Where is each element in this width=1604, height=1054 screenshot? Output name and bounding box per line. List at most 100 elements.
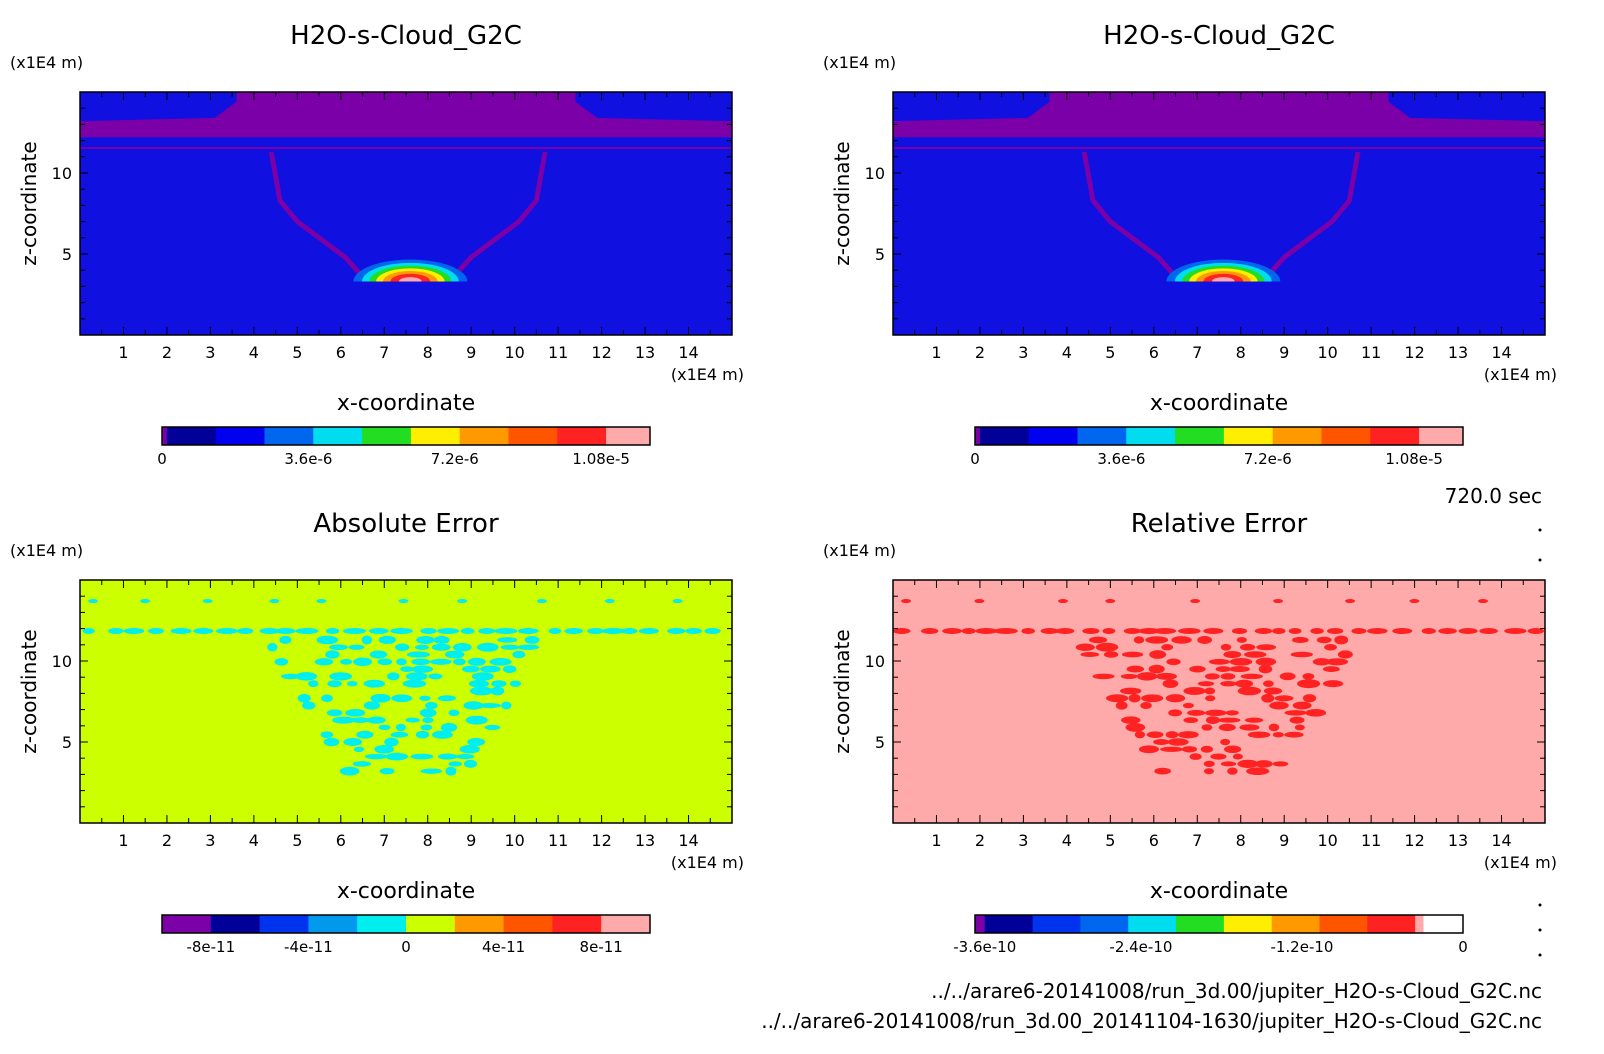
error-speckle [1162, 679, 1179, 689]
error-speckle [345, 709, 366, 717]
colorbar-segment [984, 915, 1034, 933]
x-tick-label: 12 [591, 831, 611, 850]
error-speckle [433, 635, 450, 644]
y-axis-label: z-coordinate [17, 629, 41, 753]
colorbar-segment [606, 427, 651, 445]
error-speckle [437, 753, 458, 760]
error-speckle [1409, 599, 1420, 604]
error-speckle [1294, 724, 1305, 731]
error-speckle [448, 709, 460, 717]
time-label: 720.0 sec [1445, 484, 1542, 508]
error-speckle [1263, 687, 1283, 695]
x-tick-label: 7 [379, 343, 389, 362]
error-speckle [467, 737, 486, 747]
error-speckle [1215, 666, 1231, 673]
error-speckle [1201, 724, 1213, 731]
field-layer [82, 599, 721, 776]
error-speckle [1258, 664, 1273, 674]
error-speckle [1302, 673, 1315, 680]
colorbar-segment [503, 915, 553, 933]
error-speckle [384, 737, 399, 747]
error-speckle [509, 680, 522, 687]
error-speckle [316, 635, 339, 645]
x-tick-label: 2 [162, 343, 172, 362]
colorbar-segment [979, 427, 1030, 445]
colorbar-segment [406, 915, 456, 933]
error-speckle [1392, 628, 1413, 635]
error-speckle [536, 599, 547, 604]
cloud-core-contour [398, 277, 422, 282]
x-tick-label: 11 [548, 831, 568, 850]
error-speckle [1324, 644, 1337, 651]
error-speckle [491, 680, 507, 688]
error-speckle [1254, 760, 1273, 768]
error-speckle [1146, 731, 1164, 738]
error-speckle [1103, 651, 1119, 658]
colorbar-segment [313, 427, 363, 445]
colorbar-segment [357, 915, 407, 933]
x-tick-label: 3 [205, 343, 215, 362]
error-speckle [1148, 664, 1165, 674]
y-tick-label: 5 [875, 245, 885, 264]
x-tick-label: 13 [635, 343, 655, 362]
error-speckle [512, 650, 526, 659]
error-speckle [343, 738, 363, 746]
error-speckle [329, 644, 348, 651]
error-speckle [308, 680, 319, 688]
error-speckle [1351, 628, 1367, 635]
x-tick-label: 14 [678, 343, 698, 362]
error-speckle [1120, 687, 1142, 695]
colorbar-tick-label: -8e-11 [186, 938, 235, 956]
colorbar-segment [1077, 427, 1127, 445]
error-speckle [1102, 628, 1116, 635]
colorbar-tick-label: 8e-11 [580, 938, 623, 956]
error-speckle [353, 746, 365, 753]
x-tick-label: 3 [1018, 831, 1028, 850]
error-speckle [1421, 628, 1436, 635]
error-speckle [385, 752, 409, 761]
error-speckle [411, 665, 434, 673]
margin-dot [1538, 528, 1542, 532]
x-tick-label: 4 [1062, 831, 1072, 850]
error-speckle [1208, 658, 1230, 665]
error-speckle [1121, 651, 1144, 658]
x-axis-label: x-coordinate [337, 391, 475, 416]
y-tick-label: 5 [875, 733, 885, 752]
error-speckle [1217, 717, 1241, 723]
error-speckle [366, 716, 386, 724]
colorbar-segment [1321, 427, 1371, 445]
colorbar-tick-label: 1.08e-5 [1385, 450, 1443, 468]
error-speckle [295, 628, 319, 635]
error-speckle [1229, 666, 1250, 673]
colorbar-segment [362, 427, 412, 445]
error-speckle [1153, 738, 1170, 746]
error-speckle [320, 731, 334, 739]
error-speckle [123, 628, 145, 635]
error-speckle [348, 644, 365, 650]
error-speckle [476, 642, 499, 652]
colorbar-segment [557, 427, 607, 445]
error-speckle [374, 745, 394, 754]
colorbar-segment [162, 915, 212, 933]
y-axis-label: z-coordinate [17, 141, 41, 265]
error-speckle [1290, 651, 1313, 658]
file-path-2: ../../arare6-20141008/run_3d.00_20141104… [761, 1009, 1542, 1033]
colorbar-segment [975, 427, 981, 445]
error-speckle [501, 701, 512, 710]
error-speckle [1154, 767, 1172, 775]
error-speckle [901, 599, 912, 604]
x-axis-label: x-coordinate [1150, 879, 1288, 904]
x-tick-label: 10 [1317, 831, 1337, 850]
error-speckle [1105, 599, 1116, 604]
error-speckle [497, 637, 518, 643]
error-speckle [1203, 768, 1215, 775]
colorbar-tick-label: 4e-11 [482, 938, 525, 956]
error-speckle [378, 635, 396, 645]
error-speckle [893, 628, 911, 635]
error-speckle [452, 642, 472, 652]
colorbar-segment [1032, 915, 1081, 933]
x-tick-label: 11 [1361, 831, 1381, 850]
error-speckle [1181, 746, 1198, 753]
error-speckle [1227, 767, 1238, 775]
error-speckle [494, 628, 518, 635]
